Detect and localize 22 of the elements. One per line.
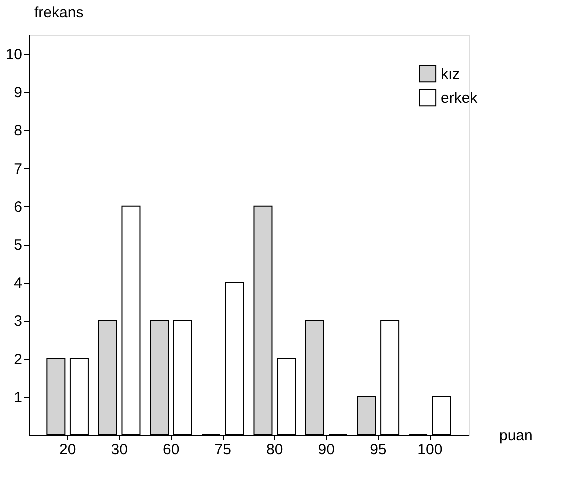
y-tick-label: 2 (14, 351, 22, 368)
x-tick-label: 60 (163, 442, 180, 458)
y-tick-label: 8 (14, 122, 22, 140)
x-tick-label: 100 (418, 442, 443, 458)
y-tick-label: 4 (14, 275, 22, 292)
x-tick-label: 95 (370, 442, 387, 458)
y-tick-label: 10 (6, 46, 22, 64)
x-axis-title: puan (500, 428, 533, 444)
y-tick-label: 9 (14, 84, 22, 102)
y-tick-label: 7 (14, 160, 22, 178)
x-tick-label: 20 (59, 442, 76, 458)
y-tick-label: 6 (14, 198, 22, 216)
legend-label: kız (441, 66, 460, 83)
y-tick-label: 5 (14, 237, 22, 254)
y-tick-label: 1 (14, 389, 22, 406)
x-tick-label: 30 (111, 442, 128, 458)
legend-label: erkek (441, 90, 478, 107)
y-axis-title: frekans (34, 4, 84, 22)
y-tick-label: 3 (14, 313, 22, 330)
x-tick-label: 75 (214, 442, 232, 458)
x-tick-label: 80 (266, 442, 284, 458)
x-tick-label: 90 (318, 442, 335, 458)
